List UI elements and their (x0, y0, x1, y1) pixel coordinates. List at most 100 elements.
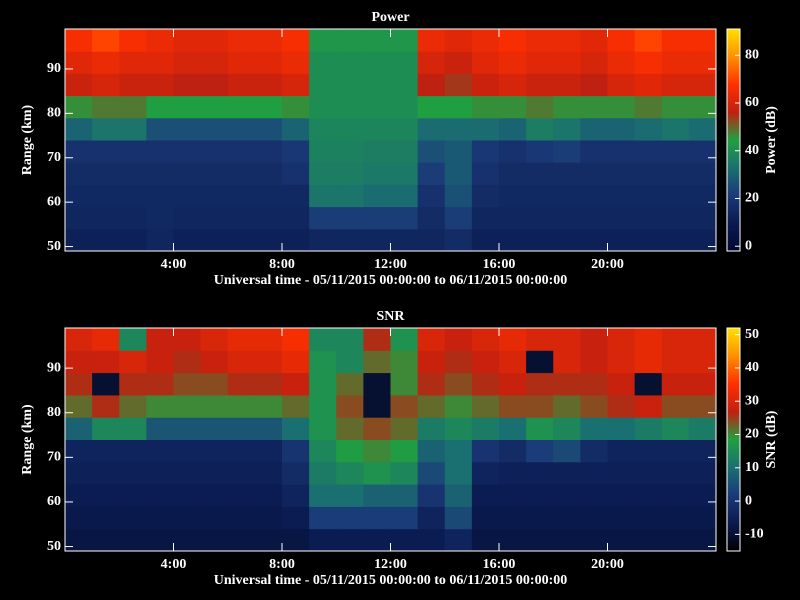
heatmap-cell (200, 206, 229, 230)
heatmap-cell (254, 484, 283, 507)
heatmap-cell (363, 51, 391, 74)
heatmap-cell (607, 461, 636, 485)
heatmap-cell (499, 417, 527, 440)
heatmap-cell (65, 394, 93, 418)
heatmap-cell (580, 162, 608, 185)
heatmap-cell (444, 439, 473, 463)
heatmap-cell (390, 95, 419, 119)
x-tick-label: 8:00 (269, 257, 295, 272)
heatmap-cell (390, 528, 419, 552)
heatmap-cell (309, 228, 337, 252)
heatmap-cell (526, 117, 554, 141)
y-tick-label: 90 (47, 360, 61, 375)
heatmap-cell (227, 484, 256, 507)
heatmap-cell (336, 439, 364, 463)
heatmap-cell (146, 206, 174, 230)
heatmap-cell (309, 528, 337, 552)
heatmap-cell (309, 184, 337, 208)
heatmap-cell (146, 95, 174, 119)
heatmap-cell (336, 184, 364, 208)
heatmap-cell (526, 73, 554, 97)
heatmap-cell (607, 184, 636, 208)
heatmap-cell (309, 117, 337, 141)
heatmap-cell (526, 206, 554, 230)
heatmap-cell (553, 394, 581, 418)
heatmap-cell (146, 394, 174, 418)
heatmap-cell (363, 528, 391, 552)
heatmap-cell (607, 162, 636, 185)
heatmap-cell (65, 95, 93, 119)
heatmap-cell (444, 162, 473, 185)
x-tick-label: 20:00 (591, 557, 624, 572)
heatmap-cell (417, 350, 446, 374)
y-tick-label: 60 (47, 494, 61, 509)
heatmap-cell (553, 29, 581, 52)
heatmap-cell (553, 484, 581, 507)
heatmap-cell (92, 328, 120, 351)
heatmap-cell (336, 528, 364, 552)
heatmap-cell (65, 140, 93, 163)
heatmap-cell (309, 95, 337, 119)
heatmap-cell (173, 394, 202, 418)
heatmap-cell (661, 51, 690, 74)
heatmap-cell (661, 117, 690, 141)
heatmap-cell (607, 51, 636, 74)
heatmap-cell (200, 140, 229, 163)
heatmap-cell (580, 484, 608, 507)
heatmap-cell (282, 29, 310, 52)
heatmap-cell (634, 328, 663, 351)
heatmap-cell (227, 528, 256, 552)
heatmap-cell (200, 162, 229, 185)
heatmap-cell (254, 394, 283, 418)
heatmap-cell (580, 140, 608, 163)
heatmap-cell (553, 328, 581, 351)
heatmap-cell (471, 484, 500, 507)
heatmap-cell (227, 51, 256, 74)
heatmap-cell (553, 73, 581, 97)
heatmap-cell (173, 461, 202, 485)
heatmap-cell (661, 184, 690, 208)
heatmap-cell (553, 184, 581, 208)
heatmap-cell (65, 29, 93, 52)
heatmap-cell (227, 350, 256, 374)
panel-title: SNR (376, 309, 405, 324)
heatmap-cell (92, 51, 120, 74)
heatmap-cell (390, 206, 419, 230)
heatmap-cell (390, 372, 419, 396)
heatmap-cell (309, 140, 337, 163)
heatmap-cell (688, 73, 717, 97)
heatmap-cell (390, 228, 419, 252)
heatmap-cell (309, 461, 337, 485)
heatmap-cell (65, 417, 93, 440)
heatmap-cell (580, 439, 608, 463)
heatmap-cell (417, 162, 446, 185)
y-tick-label: 60 (47, 194, 61, 209)
heatmap-cell (688, 140, 717, 163)
heatmap-cell (173, 417, 202, 440)
heatmap-cell (363, 350, 391, 374)
heatmap-cell (634, 228, 663, 252)
heatmap-cell (634, 206, 663, 230)
heatmap-cell (363, 506, 391, 530)
heatmap-cell (173, 528, 202, 552)
heatmap-cell (173, 95, 202, 119)
heatmap-cell (417, 140, 446, 163)
heatmap-cell (200, 184, 229, 208)
y-tick-label: 80 (47, 106, 61, 121)
x-axis-label: Universal time - 05/11/2015 00:00:00 to … (214, 273, 567, 288)
x-tick-label: 20:00 (591, 257, 624, 272)
heatmap-cell (390, 506, 419, 530)
heatmap-cell (471, 372, 500, 396)
heatmap-cell (580, 117, 608, 141)
heatmap-cell (227, 439, 256, 463)
heatmap-cell (607, 350, 636, 374)
heatmap-cell (634, 461, 663, 485)
heatmap-cell (227, 73, 256, 97)
heatmap-cell (309, 417, 337, 440)
heatmap-cell (580, 73, 608, 97)
heatmap-cell (254, 528, 283, 552)
heatmap-cell (92, 461, 120, 485)
heatmap-cell (92, 162, 120, 185)
heatmap-cell (634, 506, 663, 530)
